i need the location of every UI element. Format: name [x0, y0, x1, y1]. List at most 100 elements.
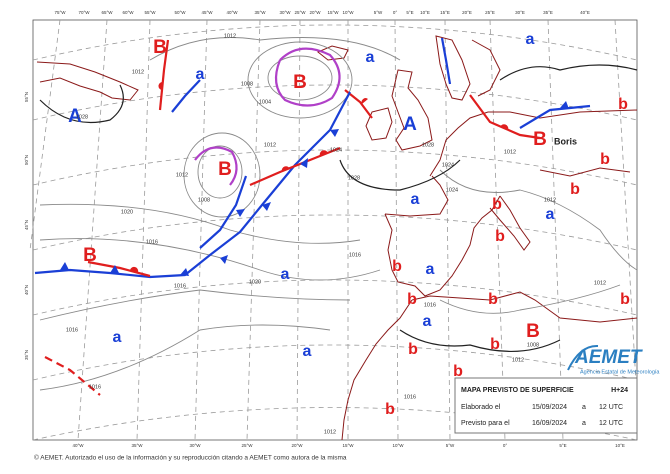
- lon-label: 10°W: [392, 443, 404, 448]
- lat-label: 35°N: [24, 350, 29, 360]
- isobar-label: 1012: [324, 429, 336, 435]
- lon-label: 5°E: [406, 10, 413, 15]
- isobar-label: 1016: [424, 302, 436, 308]
- isobar-label: 1016: [89, 384, 101, 390]
- isobar-label: 1016: [146, 239, 158, 245]
- pressure-center: b: [492, 196, 502, 213]
- isobar-label: 1024: [446, 187, 458, 193]
- lon-label: 5°W: [374, 10, 383, 15]
- logo-swoosh: [567, 344, 599, 371]
- lon-label: 10°W: [342, 10, 354, 15]
- pressure-center: b: [490, 336, 500, 353]
- lon-label: 15°W: [327, 10, 339, 15]
- pressure-center: a: [526, 31, 535, 48]
- info-date: 16/09/2024: [532, 420, 567, 427]
- info-box-frame: [454, 377, 638, 434]
- pressure-center: A: [68, 106, 82, 127]
- logo: AEMET Agencia Estatal de Meteorología: [567, 344, 660, 375]
- lon-label: 40°W: [72, 443, 84, 448]
- lon-label: 5°W: [446, 443, 455, 448]
- lon-label: 20°E: [462, 10, 472, 15]
- pressure-center: b: [618, 96, 628, 113]
- lon-label: 25°E: [485, 10, 495, 15]
- pressure-center: B: [293, 72, 307, 93]
- pressure-center: a: [546, 206, 555, 223]
- isobar-label: 1016: [404, 394, 416, 400]
- lon-label: 55°W: [144, 10, 156, 15]
- storm-name: Boris: [554, 136, 577, 146]
- isobar-label: 1024: [442, 162, 454, 168]
- pressure-center: b: [620, 291, 630, 308]
- map-labels: 75°W 70°W 65°W 60°W 55°W 50°W 45°W 40°W 35°W 30°W…: [24, 10, 630, 448]
- lon-label: 20°W: [309, 10, 321, 15]
- isobar-label: 1008: [198, 197, 210, 203]
- lon-label: 25°W: [294, 10, 306, 15]
- isobar-label: 1012: [132, 69, 144, 75]
- isobar-label: 1012: [264, 142, 276, 148]
- map-frame: [32, 19, 638, 441]
- lon-label: 0°: [503, 443, 508, 448]
- isobar-label: 1008: [527, 342, 539, 348]
- pressure-center: b: [453, 363, 463, 380]
- info-sep: a: [582, 404, 586, 411]
- isobar-label: 1020: [249, 279, 261, 285]
- lon-label: 75°W: [54, 10, 66, 15]
- lon-label: 15°W: [342, 443, 354, 448]
- info-title: MAPA PREVISTO DE SUPERFICIE: [461, 387, 574, 394]
- pressure-center: A: [403, 114, 417, 135]
- pressure-center: B: [218, 159, 232, 180]
- info-lead: H+24: [611, 387, 628, 394]
- fronts: [34, 37, 591, 396]
- lon-label: 70°W: [78, 10, 90, 15]
- lat-label: 55°N: [24, 92, 29, 102]
- lon-label: 40°E: [580, 10, 590, 15]
- pressure-center: b: [392, 258, 402, 275]
- lon-label: 15°E: [440, 10, 450, 15]
- lon-label: 60°W: [122, 10, 134, 15]
- logo-name: AEMET: [574, 347, 643, 368]
- pressure-center: a: [423, 313, 432, 330]
- lon-label: 30°E: [515, 10, 525, 15]
- isobar-label: 1012: [544, 197, 556, 203]
- lon-label: 30°W: [279, 10, 291, 15]
- isobars: [39, 37, 638, 391]
- lon-label: 0°: [393, 10, 398, 15]
- lon-label: 50°W: [174, 10, 186, 15]
- isobar-label: 1012: [176, 172, 188, 178]
- pressure-center: a: [411, 191, 420, 208]
- isobar-label: 1028: [76, 114, 88, 120]
- pressure-center: b: [407, 291, 417, 308]
- graticule: [29, 19, 638, 441]
- isobar-label: 1028: [422, 142, 434, 148]
- isobar-label: 1012: [512, 357, 524, 363]
- pressure-center: a: [426, 261, 435, 278]
- lon-label: 65°W: [101, 10, 113, 15]
- pressure-center: B: [83, 245, 97, 266]
- pressure-center: B: [526, 321, 540, 342]
- pressure-center: b: [385, 401, 395, 418]
- pressure-center: a: [366, 49, 375, 66]
- pressure-center: b: [570, 181, 580, 198]
- pressure-center: a: [303, 343, 312, 360]
- lon-label: 10°E: [615, 443, 625, 448]
- lon-label: 35°W: [254, 10, 266, 15]
- footer: © AEMET. Autorizado el uso de la informa…: [34, 454, 347, 462]
- isobar-label: 1012: [594, 280, 606, 286]
- lat-label: 45°N: [24, 220, 29, 230]
- lon-label: 25°W: [241, 443, 253, 448]
- pressure-center: b: [488, 291, 498, 308]
- info-sep: a: [582, 420, 586, 427]
- isobar-label: 1020: [121, 209, 133, 215]
- isobar-label: 1012: [504, 149, 516, 155]
- info-time: 12 UTC: [599, 420, 623, 427]
- lon-label: 35°E: [543, 10, 553, 15]
- pressure-center: b: [600, 151, 610, 168]
- lon-label: 40°W: [226, 10, 238, 15]
- lat-label: 50°N: [24, 155, 29, 165]
- isobar-label: 1028: [348, 175, 360, 181]
- lon-label: 10°E: [420, 10, 430, 15]
- isobar-label: 1016: [174, 283, 186, 289]
- isobar-label: 1008: [241, 81, 253, 87]
